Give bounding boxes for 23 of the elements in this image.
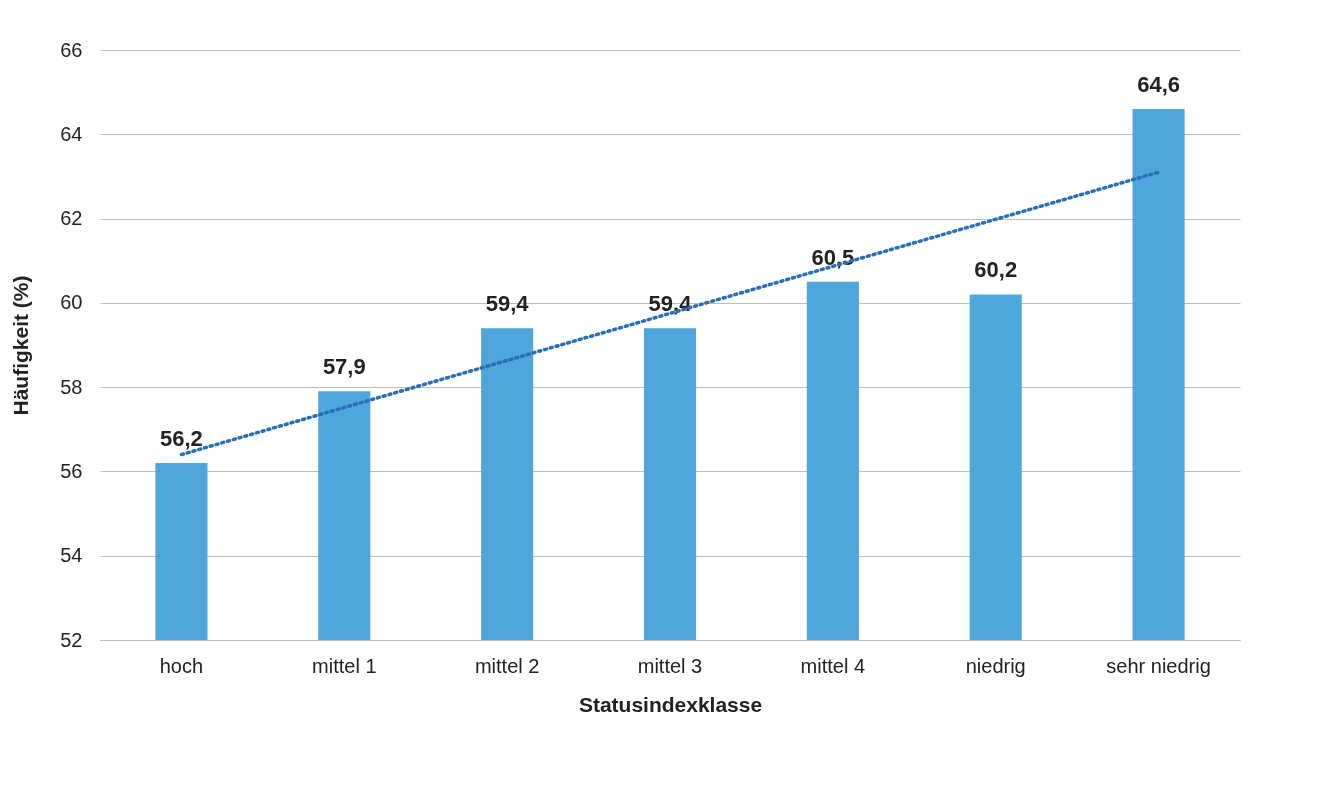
y-tick-label: 52 — [60, 628, 83, 651]
y-tick-label: 58 — [60, 375, 83, 398]
data-label: 59,4 — [485, 291, 530, 317]
data-label: 57,9 — [322, 354, 366, 380]
x-tick-label: mittel 2 — [474, 654, 540, 677]
data-label: 59,4 — [648, 291, 693, 317]
x-tick-label: mittel 3 — [637, 654, 703, 677]
y-axis-title: Häufigkeit (%) — [9, 275, 33, 416]
y-tick-label: 54 — [60, 544, 83, 567]
x-tick-label: sehr niedrig — [1106, 654, 1211, 677]
data-label: 64,6 — [1137, 72, 1180, 97]
x-tick-label: mittel 1 — [312, 654, 377, 677]
y-tick-label: 56 — [60, 459, 83, 482]
y-tick-label: 64 — [60, 122, 83, 145]
x-tick-label: hoch — [159, 654, 204, 677]
y-tick-label: 60 — [60, 291, 83, 314]
x-axis-title: Statusindexklasse — [578, 692, 763, 716]
y-tick-label: 62 — [60, 207, 83, 230]
data-label: 60,2 — [974, 257, 1018, 283]
data-label: 56,2 — [160, 426, 203, 451]
y-tick-label: 66 — [60, 38, 83, 61]
x-tick-label: mittel 4 — [800, 654, 866, 677]
x-tick-label: niedrig — [965, 654, 1026, 677]
